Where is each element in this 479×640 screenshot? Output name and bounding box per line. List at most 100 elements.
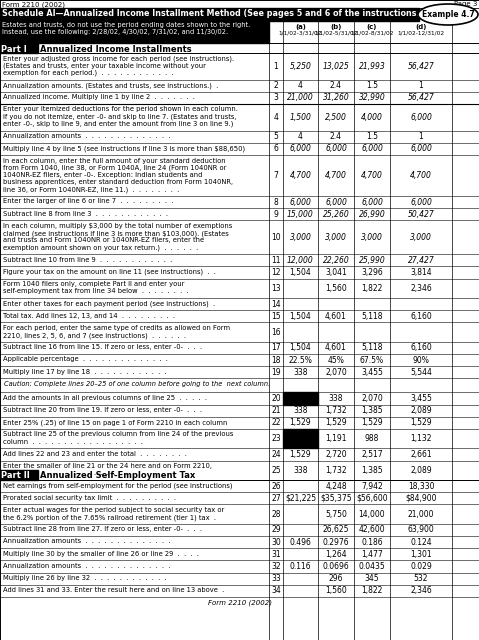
Text: $21,225: $21,225 <box>285 494 316 503</box>
Text: and trusts and Form 1040NR or 1040NR-EZ filers, enter the: and trusts and Form 1040NR or 1040NR-EZ … <box>3 237 204 243</box>
Text: 3,000: 3,000 <box>361 233 383 242</box>
Text: Annualization amounts  .  .  .  .  .  .  .  .  .  .  .  .  .  .: Annualization amounts . . . . . . . . . … <box>3 133 171 139</box>
Text: 1,504: 1,504 <box>290 312 311 321</box>
Text: 6,000: 6,000 <box>410 113 432 122</box>
Text: Subtract line 20 from line 19. If zero or less, enter -0-  .  .  .: Subtract line 20 from line 19. If zero o… <box>3 407 202 413</box>
Text: Enter other taxes for each payment period (see instructions)  .: Enter other taxes for each payment perio… <box>3 301 215 307</box>
Text: 19: 19 <box>271 368 281 377</box>
Text: 0.2976: 0.2976 <box>323 538 349 547</box>
Text: 34: 34 <box>271 586 281 595</box>
Text: Add lines 22 and 23 and enter the total  .  .  .  .  .  .  .  .: Add lines 22 and 23 and enter the total … <box>3 451 187 457</box>
Text: 26: 26 <box>271 481 281 491</box>
Text: 31: 31 <box>271 550 281 559</box>
Text: 24: 24 <box>271 450 281 459</box>
Text: 5: 5 <box>274 132 278 141</box>
Text: 25,260: 25,260 <box>323 210 349 219</box>
Text: column  .  .  .  .  .  .  .  .  .  .  .  .  .  .  .  .  .  .: column . . . . . . . . . . . . . . . . .… <box>3 438 143 445</box>
Text: 9: 9 <box>274 210 278 219</box>
Bar <box>283 429 318 449</box>
Text: 4,700: 4,700 <box>325 171 347 180</box>
Text: 10: 10 <box>271 233 281 242</box>
Text: 42,600: 42,600 <box>359 525 385 534</box>
Bar <box>0 470 38 480</box>
Text: Multiply line 26 by line 32  .  .  .  .  .  .  .  .  .  .  .  .: Multiply line 26 by line 32 . . . . . . … <box>3 575 167 581</box>
Text: 1,301: 1,301 <box>410 550 432 559</box>
Text: Annualized Income Installments: Annualized Income Installments <box>40 45 192 54</box>
Text: 13,025: 13,025 <box>323 62 349 71</box>
Text: 1: 1 <box>419 132 423 141</box>
Text: 1,191: 1,191 <box>325 434 347 443</box>
Text: 3: 3 <box>274 93 278 102</box>
Text: 2,346: 2,346 <box>410 284 432 292</box>
Text: 26,990: 26,990 <box>359 210 386 219</box>
Text: 3,814: 3,814 <box>410 268 432 277</box>
Text: (b): (b) <box>331 24 342 30</box>
Text: 4,000: 4,000 <box>361 113 383 122</box>
Text: 0.116: 0.116 <box>290 562 311 571</box>
Text: 6,000: 6,000 <box>325 198 347 207</box>
Text: 3,455: 3,455 <box>361 368 383 377</box>
Text: 0.124: 0.124 <box>410 538 432 547</box>
Text: Total tax. Add lines 12, 13, and 14  .  .  .  .  .  .  .  .  .: Total tax. Add lines 12, 13, and 14 . . … <box>3 313 175 319</box>
Text: (c): (c) <box>367 24 377 30</box>
Text: 988: 988 <box>365 434 379 443</box>
Text: 1,732: 1,732 <box>325 466 347 475</box>
Text: 4: 4 <box>298 132 303 141</box>
Text: Enter the larger of line 6 or line 7  .  .  .  .  .  .  .  .  .: Enter the larger of line 6 or line 7 . .… <box>3 198 173 205</box>
Text: 3,041: 3,041 <box>325 268 347 277</box>
Text: 1.5: 1.5 <box>366 132 378 141</box>
Text: 23: 23 <box>271 434 281 443</box>
Text: 21,000: 21,000 <box>287 93 314 102</box>
Text: Add the amounts in all previous columns of line 25  .  .  .  .  .: Add the amounts in all previous columns … <box>3 395 207 401</box>
Text: 16: 16 <box>271 328 281 337</box>
Text: line 36, or Form 1040NR-EZ, line 11.)  .  .  .  .  .  .  .  .: line 36, or Form 1040NR-EZ, line 11.) . … <box>3 186 179 193</box>
Text: 6,000: 6,000 <box>361 145 383 154</box>
Text: 2,089: 2,089 <box>410 466 432 475</box>
Text: exemption for each period.)  .  .  .  .  .  .  .  .  .  .  .  .: exemption for each period.) . . . . . . … <box>3 70 173 76</box>
Text: Form 2210 (2002): Form 2210 (2002) <box>208 599 272 605</box>
Text: 4: 4 <box>274 113 278 122</box>
Text: 2,089: 2,089 <box>410 406 432 415</box>
Bar <box>0 43 38 53</box>
Text: 26,625: 26,625 <box>323 525 349 534</box>
Text: 0.186: 0.186 <box>361 538 383 547</box>
Text: 338: 338 <box>329 394 343 403</box>
Text: 1,822: 1,822 <box>361 284 383 292</box>
Bar <box>0 8 419 21</box>
Text: 3,455: 3,455 <box>410 394 432 403</box>
Text: 345: 345 <box>365 574 379 583</box>
Text: claimed (see instructions if line 3 is more than $103,000). (Estates: claimed (see instructions if line 3 is m… <box>3 230 229 237</box>
Text: 18,330: 18,330 <box>408 481 434 491</box>
Text: 4: 4 <box>298 81 303 90</box>
Text: 21,993: 21,993 <box>359 62 386 71</box>
Text: 90%: 90% <box>412 356 430 365</box>
Text: Enter your itemized deductions for the period shown in each column.: Enter your itemized deductions for the p… <box>3 106 238 113</box>
Text: 1,732: 1,732 <box>325 406 347 415</box>
Text: 67.5%: 67.5% <box>360 356 384 365</box>
Text: 8: 8 <box>274 198 278 207</box>
Text: the 6.2% portion of the 7.65% railroad retirement (tier 1) tax  .: the 6.2% portion of the 7.65% railroad r… <box>3 514 216 520</box>
Text: 3,000: 3,000 <box>325 233 347 242</box>
Text: (Estates and trusts, enter your taxable income without your: (Estates and trusts, enter your taxable … <box>3 63 206 69</box>
Text: Example 4.7: Example 4.7 <box>422 10 474 19</box>
Text: 28: 28 <box>271 509 281 518</box>
Text: Form 2210 (2002): Form 2210 (2002) <box>2 1 65 8</box>
Text: 2210, lines 2, 5, 6, and 7 (see instructions)  .  .  .  .  .  .: 2210, lines 2, 5, 6, and 7 (see instruct… <box>3 332 186 339</box>
Text: Schedule AI—Annualized Income Installment Method (See pages 5 and 6 of the instr: Schedule AI—Annualized Income Installmen… <box>2 10 423 19</box>
Text: Multiply line 30 by the smaller of line 26 or line 29  .  .  .  .: Multiply line 30 by the smaller of line … <box>3 550 199 557</box>
Text: 21: 21 <box>271 406 281 415</box>
Text: 2: 2 <box>274 81 278 90</box>
Text: 33: 33 <box>271 574 281 583</box>
Text: Part I: Part I <box>1 45 27 54</box>
Text: 27,427: 27,427 <box>408 256 434 265</box>
Text: 15,000: 15,000 <box>287 210 314 219</box>
Text: 1,529: 1,529 <box>325 419 347 428</box>
Text: 4,700: 4,700 <box>361 171 383 180</box>
Text: Applicable percentage  .  .  .  .  .  .  .  .  .  .  .  .  .  .: Applicable percentage . . . . . . . . . … <box>3 356 168 362</box>
Text: If you do not itemize, enter -0- and skip to line 7. (Estates and trusts,: If you do not itemize, enter -0- and ski… <box>3 114 236 120</box>
Text: Form 1040 filers only, complete Part II and enter your: Form 1040 filers only, complete Part II … <box>3 281 184 287</box>
Text: Multiply line 17 by line 18  .  .  .  .  .  .  .  .  .  .  .  .: Multiply line 17 by line 18 . . . . . . … <box>3 369 167 374</box>
Text: 22: 22 <box>271 419 281 428</box>
Text: 50,427: 50,427 <box>408 210 434 219</box>
Text: 1,560: 1,560 <box>325 284 347 292</box>
